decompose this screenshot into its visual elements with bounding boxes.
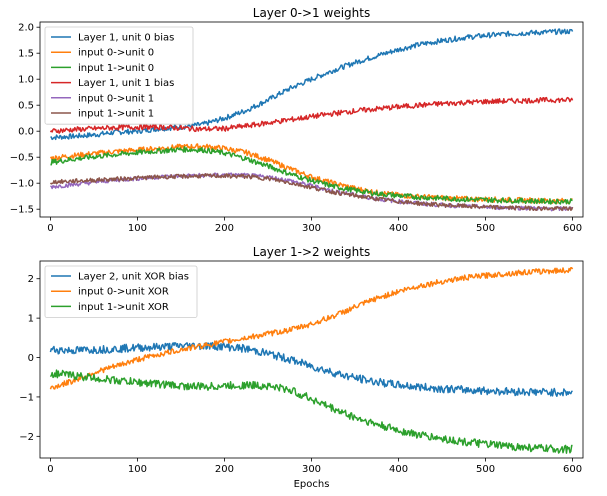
x-axis-label: Epochs xyxy=(294,479,330,490)
bottom-chart-panel: Layer 1->2 weights 0 100 200 300 400 500 600 −2 −… xyxy=(19,245,584,475)
legend-box xyxy=(44,26,194,125)
series-line-1 xyxy=(49,341,573,397)
legend-label: Layer 1, unit 1 bias xyxy=(78,78,174,89)
legend-label: Layer 2, unit XOR bias xyxy=(78,272,189,283)
top-chart-panel: Layer 0->1 weights 0 100 200 300 400 500 600 −1.… xyxy=(10,6,584,234)
x-tick-label: 600 xyxy=(563,464,582,475)
x-tick-label: 200 xyxy=(215,464,234,475)
x-tick-label: 500 xyxy=(476,464,495,475)
legend: Layer 1, unit 0 bias input 0->unit 0 input… xyxy=(44,26,194,125)
series-lines xyxy=(49,28,574,212)
y-tick-label: 1 xyxy=(28,314,34,325)
series-lines xyxy=(49,266,574,454)
series-line-6 xyxy=(49,173,574,212)
legend: Layer 2, unit XOR bias input 0->unit XOR i… xyxy=(44,265,198,318)
y-tick-label: 1.5 xyxy=(18,49,34,60)
y-tick-label: −2 xyxy=(19,432,34,443)
x-tick-label: 400 xyxy=(389,464,408,475)
y-tick-label: 0 xyxy=(28,353,34,364)
legend-label: input 1->unit 1 xyxy=(78,109,154,120)
y-tick-label: 0.0 xyxy=(18,127,34,138)
y-tick-label: 1.0 xyxy=(18,75,34,86)
legend-label: input 1->unit XOR xyxy=(78,302,169,313)
x-tick-label: 400 xyxy=(389,223,408,234)
y-tick-label: 2.0 xyxy=(18,23,34,34)
series-line-3 xyxy=(49,369,573,454)
legend-label: input 0->unit 1 xyxy=(78,93,154,104)
chart-title: Layer 1->2 weights xyxy=(253,245,370,259)
y-tick-label: 0.5 xyxy=(18,101,34,112)
x-tick-label: 600 xyxy=(563,223,582,234)
series-line-3 xyxy=(50,146,573,205)
legend-label: input 0->unit 0 xyxy=(78,48,154,59)
x-tick-label: 0 xyxy=(47,464,53,475)
chart-title: Layer 0->1 weights xyxy=(253,6,370,20)
legend-label: Layer 1, unit 0 bias xyxy=(78,33,174,44)
x-tick-label: 0 xyxy=(47,223,53,234)
y-tick-label: −1.5 xyxy=(10,205,34,216)
x-tick-label: 300 xyxy=(302,464,321,475)
x-tick-label: 200 xyxy=(215,223,234,234)
y-tick-label: −1.0 xyxy=(10,179,34,190)
legend-box xyxy=(44,265,198,318)
x-tick-label: 500 xyxy=(476,223,495,234)
series-line-2 xyxy=(49,266,574,390)
x-tick-label: 100 xyxy=(128,223,147,234)
series-line-1 xyxy=(50,28,574,141)
legend-label: input 0->unit XOR xyxy=(78,287,169,298)
x-tick-label: 100 xyxy=(128,464,147,475)
x-tick-label: 300 xyxy=(302,223,321,234)
series-line-4 xyxy=(49,96,574,134)
series-line-2 xyxy=(49,143,573,205)
y-tick-label: 2 xyxy=(28,274,34,285)
legend-label: input 1->unit 0 xyxy=(78,63,154,74)
y-tick-label: −0.5 xyxy=(10,153,34,164)
y-tick-label: −1 xyxy=(19,392,34,403)
